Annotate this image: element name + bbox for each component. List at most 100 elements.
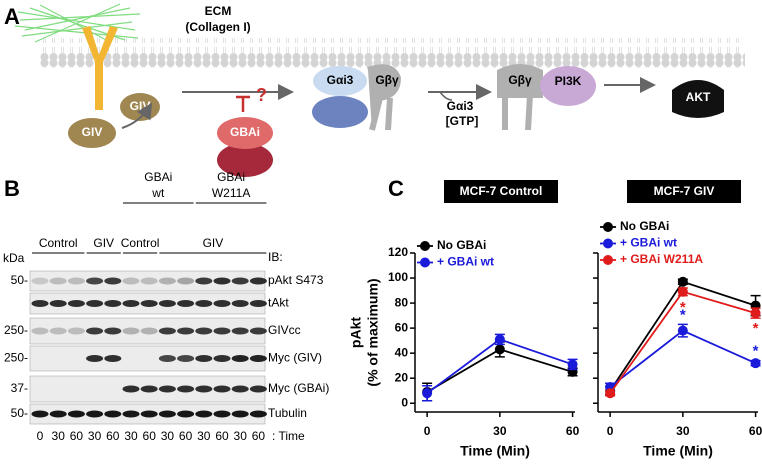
band <box>104 410 122 418</box>
time-label: 30 <box>124 429 138 443</box>
band <box>86 410 104 418</box>
panel-label: B <box>4 176 20 201</box>
kda-marker: 250- <box>4 323 28 337</box>
galpha-label: Gαi3 <box>327 73 354 87</box>
x-axis-label: Time (Min) <box>643 443 713 459</box>
data-point <box>677 276 688 287</box>
y-tick-label: 120 <box>388 245 408 259</box>
y-tick-label: 60 <box>395 320 409 334</box>
band <box>140 300 158 307</box>
time-label: 60 <box>215 429 229 443</box>
group-label: GIV <box>93 236 114 250</box>
x-tick-label: 0 <box>424 424 431 438</box>
top-group-label: GBAi <box>217 170 245 184</box>
band <box>231 410 249 418</box>
band <box>86 300 104 307</box>
time-axis-label: : Time <box>272 429 305 443</box>
ecm-fibers <box>14 3 141 43</box>
gbai-lower <box>217 143 273 177</box>
legend-marker <box>603 238 613 249</box>
gbg-label: Gβγ <box>375 73 399 87</box>
band <box>249 410 267 418</box>
significance: * <box>753 320 759 337</box>
band <box>231 355 249 362</box>
band <box>231 327 249 335</box>
band <box>31 277 49 285</box>
legend-marker <box>603 255 613 265</box>
ecm-label: ECM <box>205 4 232 18</box>
kda-label: kDa <box>3 251 25 265</box>
panel-label: C <box>388 176 404 201</box>
gtp-label: [GTP] <box>446 114 479 128</box>
band <box>67 327 85 335</box>
giv-free-label: GIV <box>82 125 103 139</box>
band <box>213 410 231 418</box>
legend-label: + GBAi W211A <box>620 252 703 266</box>
legend-marker <box>420 241 430 251</box>
time-label: 30 <box>88 429 102 443</box>
band <box>86 355 104 362</box>
band <box>49 300 67 307</box>
band <box>140 385 158 393</box>
band <box>86 277 104 285</box>
band <box>122 410 140 418</box>
band <box>213 355 231 362</box>
band <box>104 277 122 285</box>
data-point <box>567 359 578 370</box>
band <box>195 300 213 307</box>
band <box>49 410 67 418</box>
band <box>140 277 158 285</box>
kda-marker: 50- <box>11 273 28 287</box>
galpha-gtp-label: Gαi3 <box>447 99 474 113</box>
akt <box>672 80 724 118</box>
band <box>195 277 213 285</box>
band <box>231 300 249 307</box>
group-label: Control <box>121 236 160 250</box>
band <box>122 327 140 335</box>
band <box>140 410 158 418</box>
legend-label: + GBAi wt <box>437 255 494 269</box>
band <box>158 277 176 285</box>
band <box>213 385 231 393</box>
x-tick-label: 60 <box>566 424 580 438</box>
akt-label: AKT <box>686 90 711 104</box>
galpha-upper <box>313 66 367 96</box>
data-point <box>750 358 761 369</box>
band <box>158 327 176 335</box>
kda-marker: 37- <box>11 381 28 395</box>
data-point <box>677 286 688 297</box>
panel-c: C MCF-7 Control 0 20 40 60 80 100 120 0 30 60 Time … <box>348 176 762 459</box>
kda-marker: 250- <box>4 351 28 365</box>
x-axis-label: Time (Min) <box>460 443 530 459</box>
panel-b: B kDa IB: pAkt S473 50- tAkt GIVcc 250- Myc (… <box>3 170 329 443</box>
band <box>86 327 104 335</box>
panel-a: A ECM (Collagen I) GIV GIV ? GBAi Gαi3 G… <box>4 3 745 177</box>
band <box>140 327 158 335</box>
significance: * <box>753 343 759 360</box>
band <box>177 385 195 393</box>
title-box <box>444 180 558 203</box>
data-point <box>605 388 616 399</box>
y-tick-label: 100 <box>388 270 408 284</box>
band <box>177 300 195 307</box>
row-label: Tubulin <box>268 406 307 420</box>
row-label: Myc (GBAi) <box>268 381 329 395</box>
time-label: 30 <box>197 429 211 443</box>
band <box>67 410 85 418</box>
band <box>104 327 122 335</box>
band <box>249 327 267 335</box>
legend-label: No GBAi <box>620 219 669 233</box>
gbai-label: GBAi <box>230 125 260 139</box>
gbg-shape <box>367 64 402 131</box>
pi3k-label: PI3K <box>555 74 582 88</box>
band <box>158 355 176 362</box>
group-label: GIV <box>203 236 224 250</box>
gbai-upper <box>217 117 273 149</box>
band <box>104 300 122 307</box>
pi3k <box>540 66 596 106</box>
top-group-label: GBAi <box>144 170 172 184</box>
y-axis-label: (% of maximum) <box>365 278 381 386</box>
time-label: 60 <box>106 429 120 443</box>
legend-label: No GBAi <box>437 238 486 252</box>
